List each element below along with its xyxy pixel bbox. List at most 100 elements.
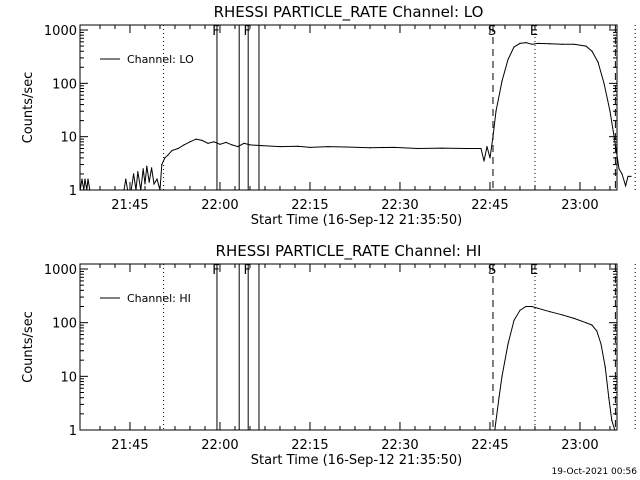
x-tick-label: 22:00 bbox=[201, 198, 238, 213]
data-point bbox=[345, 146, 347, 148]
data-point bbox=[483, 160, 485, 162]
data-point bbox=[465, 147, 467, 150]
data-point bbox=[597, 61, 599, 63]
data-point bbox=[625, 185, 627, 187]
y-tick-label: 1 bbox=[69, 424, 77, 439]
data-point bbox=[171, 149, 173, 152]
data-point bbox=[133, 173, 135, 175]
data-point bbox=[603, 82, 605, 84]
data-point bbox=[159, 189, 161, 191]
y-tick-label: 10 bbox=[60, 131, 77, 146]
data-point bbox=[537, 42, 539, 45]
data-point bbox=[492, 136, 494, 138]
data-point bbox=[498, 397, 500, 399]
data-point bbox=[81, 178, 83, 180]
y-tick-label: 100 bbox=[52, 77, 77, 92]
data-point bbox=[153, 183, 155, 185]
y-tick-label: 1000 bbox=[44, 263, 77, 278]
data-point bbox=[561, 43, 563, 45]
data-point bbox=[144, 183, 146, 185]
x-tick-label: 23:00 bbox=[561, 198, 598, 213]
event-marker-label: E bbox=[530, 24, 538, 39]
data-point bbox=[137, 171, 139, 173]
data-point bbox=[513, 319, 515, 321]
y-tick-label: 10 bbox=[60, 370, 77, 385]
x-tick-label: 21:45 bbox=[111, 198, 148, 213]
data-point bbox=[148, 181, 150, 183]
legend-label: Channel: LO bbox=[127, 53, 194, 66]
data-point bbox=[83, 189, 85, 191]
data-point bbox=[195, 138, 197, 140]
data-point bbox=[525, 42, 527, 44]
data-point bbox=[261, 145, 263, 147]
data-point bbox=[501, 80, 503, 82]
data-point bbox=[219, 143, 221, 145]
data-point bbox=[189, 141, 191, 143]
series-line-0 bbox=[79, 42, 631, 191]
event-marker-label: E bbox=[530, 263, 538, 278]
x-tick-label: 22:45 bbox=[471, 198, 508, 213]
plot-frame bbox=[79, 263, 618, 431]
data-point bbox=[519, 42, 521, 45]
data-point bbox=[513, 46, 515, 48]
data-point bbox=[213, 141, 215, 143]
data-point bbox=[161, 164, 163, 166]
data-point bbox=[142, 168, 144, 170]
chart-panel-1: RHESSI PARTICLE_RATE Channel: HI 1 10 100 10… bbox=[21, 242, 636, 468]
footer-timestamp: 19-Oct-2021 00:56 bbox=[552, 467, 638, 477]
data-point bbox=[151, 167, 153, 169]
data-point bbox=[531, 43, 533, 45]
data-point bbox=[573, 43, 575, 45]
x-axis-label: Start Time (16-Sep-12 21:35:50) bbox=[251, 213, 462, 228]
data-point bbox=[531, 305, 533, 308]
chart-title: RHESSI PARTICLE_RATE Channel: LO bbox=[214, 3, 484, 22]
data-point bbox=[627, 175, 629, 177]
event-marker-label: F bbox=[212, 263, 219, 278]
x-tick-label: 22:00 bbox=[201, 438, 238, 453]
data-point bbox=[549, 43, 551, 45]
data-point bbox=[615, 147, 617, 150]
data-point bbox=[207, 142, 209, 144]
data-point bbox=[507, 343, 509, 345]
x-axis-label: Start Time (16-Sep-12 21:35:50) bbox=[251, 453, 462, 468]
chart-title: RHESSI PARTICLE_RATE Channel: HI bbox=[216, 242, 482, 261]
data-point bbox=[393, 146, 395, 148]
data-point bbox=[87, 178, 89, 180]
data-point bbox=[84, 178, 86, 180]
x-tick-label: 22:15 bbox=[291, 198, 328, 213]
data-point bbox=[243, 142, 245, 144]
data-point bbox=[486, 146, 488, 148]
data-point bbox=[297, 145, 299, 147]
plot-frame bbox=[79, 24, 618, 191]
x-tick-label: 22:30 bbox=[381, 198, 418, 213]
data-point bbox=[596, 330, 598, 332]
data-point bbox=[146, 165, 148, 167]
legend-label: Channel: HI bbox=[127, 292, 191, 305]
data-point bbox=[611, 419, 613, 422]
data-point bbox=[608, 397, 610, 399]
x-tick-label: 23:00 bbox=[561, 438, 598, 453]
data-point bbox=[525, 305, 527, 308]
data-point bbox=[591, 50, 593, 52]
data-point bbox=[177, 147, 179, 150]
y-axis-label: Counts/sec bbox=[21, 72, 36, 144]
y-tick-label: 100 bbox=[52, 317, 77, 332]
data-point bbox=[327, 146, 329, 148]
data-point bbox=[183, 144, 185, 146]
data-point bbox=[369, 147, 371, 149]
data-point bbox=[561, 314, 563, 316]
data-point bbox=[537, 307, 539, 309]
data-point bbox=[591, 324, 593, 326]
data-point bbox=[495, 110, 497, 112]
data-point bbox=[507, 58, 509, 61]
event-marker-label: F bbox=[243, 263, 250, 278]
data-point bbox=[156, 178, 158, 180]
y-tick-label: 1 bbox=[69, 184, 77, 199]
data-point bbox=[201, 139, 203, 141]
data-point bbox=[480, 147, 482, 150]
data-point bbox=[79, 189, 81, 191]
data-point bbox=[494, 429, 496, 431]
data-point bbox=[630, 175, 632, 177]
data-point bbox=[231, 144, 233, 146]
